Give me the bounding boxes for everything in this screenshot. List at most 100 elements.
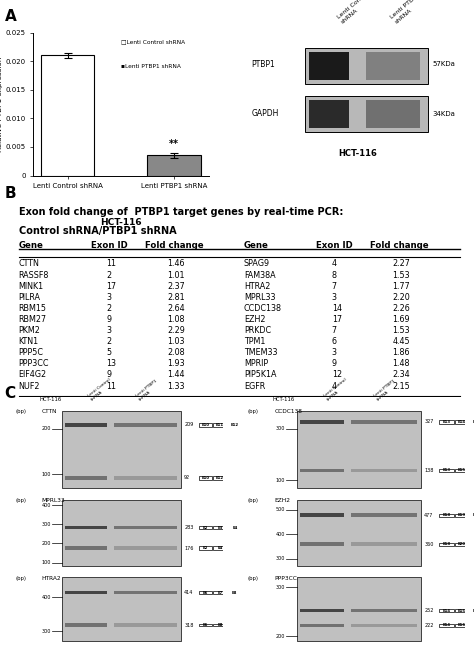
Bar xyxy=(213,547,227,550)
Text: 5: 5 xyxy=(107,348,112,358)
Text: MPRIP: MPRIP xyxy=(244,359,268,369)
Bar xyxy=(470,514,474,517)
Bar xyxy=(455,609,469,612)
Text: E3: E3 xyxy=(218,526,223,530)
Text: FAM38A: FAM38A xyxy=(244,270,275,280)
Text: RBM15: RBM15 xyxy=(18,304,47,313)
Text: Fold change: Fold change xyxy=(145,241,203,250)
Text: **: ** xyxy=(169,139,179,150)
Text: PTBP1: PTBP1 xyxy=(251,60,275,69)
Text: 3: 3 xyxy=(332,348,337,358)
Text: TPM1: TPM1 xyxy=(244,337,265,346)
Text: PIP5K1A: PIP5K1A xyxy=(244,370,276,380)
Text: SPAG9: SPAG9 xyxy=(244,259,270,268)
Bar xyxy=(297,411,421,488)
Text: 1.86: 1.86 xyxy=(392,348,410,358)
Text: 209: 209 xyxy=(184,422,193,427)
Text: 1.33: 1.33 xyxy=(167,382,185,391)
Bar xyxy=(65,422,107,427)
Text: 400: 400 xyxy=(41,595,51,600)
Text: E6: E6 xyxy=(203,623,208,627)
Bar xyxy=(455,469,469,472)
Text: 2: 2 xyxy=(107,337,112,346)
Bar xyxy=(65,476,107,480)
Text: CTTN: CTTN xyxy=(41,409,57,414)
Text: Control shRNA/PTBP1 shRNA: Control shRNA/PTBP1 shRNA xyxy=(18,226,176,236)
Text: 300: 300 xyxy=(275,584,284,590)
Text: E11: E11 xyxy=(216,422,224,427)
Text: 6: 6 xyxy=(332,337,337,346)
Text: 100: 100 xyxy=(41,560,51,565)
Text: (bp): (bp) xyxy=(247,498,259,503)
Bar xyxy=(351,609,417,612)
Text: PILRA: PILRA xyxy=(18,292,41,302)
Text: 3: 3 xyxy=(107,292,111,302)
Text: EGFR: EGFR xyxy=(244,382,265,391)
Bar xyxy=(439,514,454,517)
Text: (bp): (bp) xyxy=(15,576,26,580)
Text: 2.20: 2.20 xyxy=(392,292,410,302)
Bar xyxy=(439,420,454,424)
Text: HCT-116: HCT-116 xyxy=(338,149,377,158)
Text: 9: 9 xyxy=(107,315,112,324)
Text: Exon fold change of  PTBP1 target genes by real-time PCR:: Exon fold change of PTBP1 target genes b… xyxy=(18,207,343,216)
Text: MPRL33: MPRL33 xyxy=(41,498,65,503)
Text: A: A xyxy=(5,10,17,25)
Text: 100: 100 xyxy=(275,478,284,483)
Text: Exon ID: Exon ID xyxy=(91,241,128,250)
Text: E15: E15 xyxy=(473,420,474,424)
Bar xyxy=(199,476,212,480)
Text: E15: E15 xyxy=(458,469,466,473)
Text: E4: E4 xyxy=(218,546,223,550)
Bar xyxy=(300,543,344,546)
Bar xyxy=(199,526,212,529)
Text: RASSF8: RASSF8 xyxy=(18,270,49,280)
Text: CCDC138: CCDC138 xyxy=(244,304,282,313)
Text: 2.27: 2.27 xyxy=(392,259,410,268)
Bar xyxy=(297,577,421,641)
Text: 2.37: 2.37 xyxy=(167,281,185,291)
Text: (bp): (bp) xyxy=(247,576,259,580)
Text: E8: E8 xyxy=(232,591,237,595)
Bar xyxy=(228,592,242,594)
Text: 8: 8 xyxy=(332,270,337,280)
Text: E6: E6 xyxy=(203,591,208,595)
Text: E19: E19 xyxy=(458,514,466,517)
Text: 4: 4 xyxy=(332,382,337,391)
Bar xyxy=(213,526,227,529)
Text: 1.03: 1.03 xyxy=(167,337,185,346)
Text: 200: 200 xyxy=(41,426,51,432)
Text: Lenti PTBP1
shRNA: Lenti PTBP1 shRNA xyxy=(373,379,399,402)
Text: 1.53: 1.53 xyxy=(392,326,410,335)
Text: CTTN: CTTN xyxy=(18,259,40,268)
Bar xyxy=(114,591,177,594)
Bar xyxy=(455,420,469,424)
Text: 9: 9 xyxy=(332,359,337,369)
Bar xyxy=(439,543,454,545)
Bar xyxy=(455,543,469,545)
Text: PPP3CC: PPP3CC xyxy=(275,576,298,580)
Text: 2: 2 xyxy=(107,270,112,280)
Text: 1.48: 1.48 xyxy=(392,359,410,369)
Text: Lenti Control
shRNA: Lenti Control shRNA xyxy=(323,378,350,402)
Text: 500: 500 xyxy=(275,507,284,512)
Bar xyxy=(304,96,428,132)
Text: 300: 300 xyxy=(275,426,284,431)
Text: ▪Lenti PTBP1 shRNA: ▪Lenti PTBP1 shRNA xyxy=(121,64,181,69)
Text: 414: 414 xyxy=(184,590,193,595)
Text: B: B xyxy=(5,187,17,202)
Text: 1.53: 1.53 xyxy=(392,270,410,280)
Text: E10: E10 xyxy=(201,422,210,427)
Text: NUF2: NUF2 xyxy=(18,382,40,391)
Text: 1.69: 1.69 xyxy=(392,315,410,324)
Text: EIF4G2: EIF4G2 xyxy=(18,370,47,380)
Text: 2.64: 2.64 xyxy=(167,304,185,313)
Text: E7: E7 xyxy=(218,591,223,595)
Text: 17: 17 xyxy=(332,315,342,324)
Bar xyxy=(213,423,227,426)
Text: 2.34: 2.34 xyxy=(392,370,410,380)
Text: E13: E13 xyxy=(442,420,451,424)
Bar xyxy=(65,591,107,594)
Text: 200: 200 xyxy=(275,634,284,639)
Text: PPP5C: PPP5C xyxy=(18,348,44,358)
